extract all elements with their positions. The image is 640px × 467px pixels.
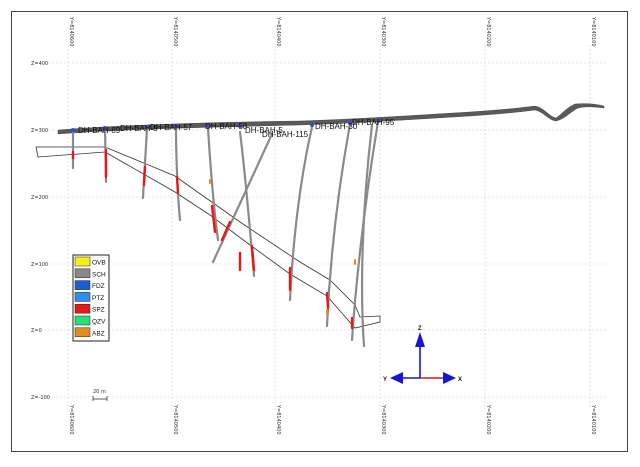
z-label: Z=100 [31,262,48,268]
y-label: Y=8140600 [68,16,74,47]
legend-swatch-ovb [74,256,91,267]
drill-hole [141,126,149,200]
scale-bar: 20 m [92,389,108,401]
spz-interval [220,220,232,242]
z-label: Z=200 [31,195,48,201]
legend-label-sch: SCH [92,271,106,278]
orebody-envelope [35,146,381,329]
y-axis-label: Y [383,377,387,383]
collar-marker [103,126,107,130]
drill-hole [350,120,380,342]
spz-intervals [71,148,354,330]
legend-label-qzv: QZV [92,319,106,326]
orientation-axes[interactable]: Z Y X [383,326,462,384]
legend-label-ptz: PTZ [92,295,104,302]
x-axis-label: X [458,377,462,383]
legend-swatch-spz [74,303,91,314]
z-axis-label: Z [418,326,422,332]
legend-label-fdz: FDZ [92,283,105,290]
z-axis-arrowhead [415,332,425,347]
abz-intervals [209,179,356,315]
y-label: Y=8140300 [380,16,386,47]
y-label: Y=8140300 [380,404,386,435]
x-axis-arrowhead [443,372,456,384]
collar-markers [71,119,380,132]
legend-swatch-qzv [74,315,91,326]
legend-swatch-sch [74,268,91,279]
collar-marker [376,119,380,123]
spz-interval [142,165,147,187]
hole-label: DH-BAH-9 [120,124,158,133]
grid [40,45,608,410]
z-label: Z=400 [31,61,48,67]
drill-hole [360,123,374,348]
legend-swatch-fdz [74,280,91,290]
collar-marker [206,124,210,128]
z-label: Z=0 [31,328,42,334]
legend-swatch-abz [74,327,91,338]
hole-label: DH-BAH-58 [205,122,248,131]
spz-interval [210,204,217,234]
y-label: Y=8140500 [172,404,178,435]
hole-label: DH-BAH-89 [78,126,121,135]
y-axis-arrowhead [390,372,403,384]
terrain-surface [57,103,605,135]
hole-label: DH-BAH-5 [245,126,283,135]
legend-label-spz: SPZ [92,307,105,314]
y-label: Y=8140500 [172,16,178,47]
hole-label: DH-BAH-30 [315,122,358,131]
hole-label: DH-BAH-95 [352,118,395,127]
collar-marker [238,124,242,128]
section-frame [11,11,628,452]
collar-marker [174,124,178,128]
drill-hole [288,125,314,302]
y-label: Y=8140200 [485,16,491,47]
drill-hole [174,126,182,222]
legend-swatch-ptz [74,292,91,302]
legend-label-ovb: OVB [92,260,106,267]
spz-interval [250,244,256,272]
z-label: Z=-100 [31,395,50,401]
hole-label: DH-BAH-115 [262,130,309,139]
hole-labels: DH-BAH-89 DH-BAH-9 DH-BAH-57 DH-BAH-58 D… [78,118,395,139]
collar-marker [310,123,314,127]
y-axis-labels-bottom: Y=8140600 Y=8140500 Y=8140400 Y=8140300 … [68,404,596,435]
hole-label: DH-BAH-57 [150,123,193,132]
collar-marker [71,128,75,132]
y-label: Y=8140100 [590,404,596,435]
collar-marker [348,121,352,125]
legend-label-abz: ABZ [92,330,105,337]
scale-bar-label: 20 m [93,389,106,395]
collar-marker [145,125,149,129]
z-label: Z=300 [31,128,48,134]
legend: OVB SCH FDZ PTZ SPZ QZV ABZ [72,254,110,342]
y-label: Y=8140200 [485,404,491,435]
y-label: Y=8140400 [275,404,281,435]
spz-interval [175,175,180,195]
spz-interval [325,291,330,310]
drill-hole [325,122,352,328]
y-label: Y=8140400 [275,16,281,47]
drill-hole [206,126,220,242]
z-axis-labels: Z=400 Z=300 Z=200 Z=100 Z=0 Z=-100 [31,61,50,401]
y-label: Y=8140100 [590,16,596,47]
y-label: Y=8140600 [68,404,74,435]
y-axis-labels-top: Y=8140600 Y=8140500 Y=8140400 Y=8140300 … [68,16,596,47]
